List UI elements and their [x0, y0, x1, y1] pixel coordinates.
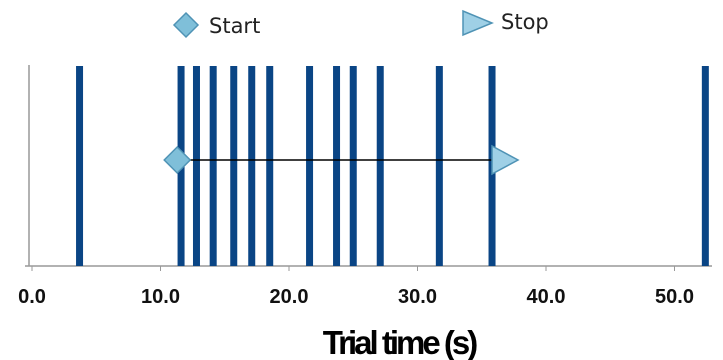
- event-bar: [306, 66, 314, 266]
- start-stop-interval: [163, 144, 520, 176]
- x-tick-label: 10.0: [141, 286, 180, 308]
- x-tick-label: 20.0: [270, 286, 309, 308]
- x-tick-label: 40.0: [527, 286, 566, 308]
- start-marker: [163, 145, 192, 175]
- event-bar: [701, 66, 709, 266]
- event-bar: [266, 66, 274, 266]
- legend-start-diamond-icon: [172, 11, 200, 39]
- event-bar: [333, 66, 341, 266]
- event-bar: [349, 66, 357, 266]
- event-bar: [376, 66, 384, 266]
- event-bar: [248, 66, 256, 266]
- x-tick-label: 50.0: [655, 286, 694, 308]
- event-bar: [230, 66, 238, 266]
- event-bar: [192, 66, 200, 266]
- legend-stop-label: Stop: [501, 10, 549, 34]
- event-bar: [209, 66, 217, 266]
- event-bar: [76, 66, 84, 266]
- x-axis-title: Trial time (s): [323, 324, 477, 360]
- x-axis-ticks: 0.0 10.0 20.0 30.0 40.0 50.0: [18, 266, 694, 308]
- legend-start-label: Start: [209, 14, 260, 38]
- stop-marker: [491, 144, 520, 176]
- event-bar: [435, 66, 443, 266]
- legend-stop-triangle-icon: [462, 9, 494, 37]
- x-tick-label: 0.0: [18, 286, 46, 308]
- legend: Start Stop: [172, 9, 549, 39]
- x-tick-label: 30.0: [398, 286, 437, 308]
